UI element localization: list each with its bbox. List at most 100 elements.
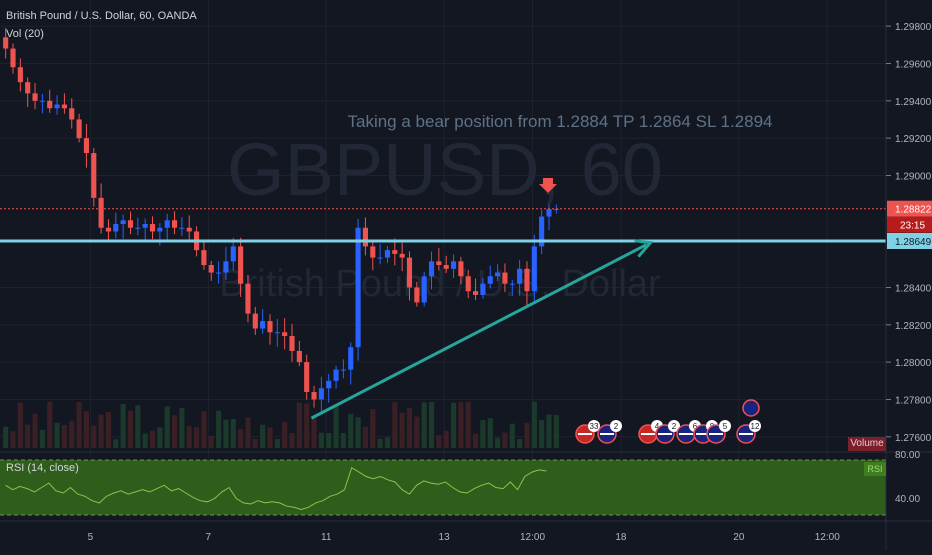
uk-flag-icon[interactable]: 12 [736, 420, 761, 444]
current-price-box [887, 200, 932, 217]
candle-body [230, 246, 236, 262]
volume-bar [201, 411, 207, 448]
candle-body [105, 227, 112, 232]
candle-body [304, 362, 310, 392]
candle-body [179, 227, 185, 229]
candle-body [39, 100, 45, 102]
candle-body [480, 283, 486, 295]
candle-body [414, 287, 420, 303]
candle-body [274, 332, 280, 334]
time-tick-label: 12:00 [520, 532, 545, 543]
volume-bar [517, 438, 523, 448]
candle-body [91, 153, 97, 198]
volume-bar [113, 439, 119, 448]
candle-body [450, 261, 457, 269]
candle-body [443, 265, 449, 269]
volume-bar [355, 417, 361, 448]
volume-bar [245, 417, 251, 448]
volume-bar [186, 426, 192, 448]
candle-body [524, 268, 530, 292]
volume-bar [76, 401, 82, 448]
volume-bar [216, 410, 222, 448]
event-count: 6 [693, 422, 698, 431]
volume-bar [436, 435, 442, 448]
candle-body [318, 388, 324, 400]
volume-bar [539, 420, 545, 448]
volume-bar [83, 411, 90, 448]
volume-bar [149, 430, 156, 448]
volume-bar [495, 437, 501, 448]
rsi-indicator-label: RSI (14, close) [6, 462, 79, 474]
candle-body [421, 276, 427, 303]
levels [0, 178, 886, 420]
price-tick-label: 1.29400 [895, 97, 932, 108]
countdown-label: 23:15 [900, 221, 925, 232]
price-tick-label: 1.28000 [895, 358, 932, 369]
volume-bar [406, 407, 413, 448]
candle-body [370, 246, 376, 258]
uk-flag-icon [742, 399, 760, 417]
volume-bar [399, 412, 405, 448]
candle-body [406, 257, 413, 288]
event-count: 33 [590, 422, 599, 431]
candle-body [311, 392, 317, 400]
candle-body [539, 216, 545, 247]
symbol-watermark: GBPUSD, 60 [227, 128, 663, 211]
rsi-band [0, 460, 886, 515]
volume-bar [69, 420, 75, 448]
volume-bar [54, 422, 60, 448]
candle-body [517, 268, 523, 284]
candle-body [149, 224, 156, 232]
uk-flag-icon[interactable]: 5 [706, 420, 731, 444]
volume-bar [223, 419, 229, 448]
candle-body [208, 265, 214, 273]
volume-indicator-label: Vol (20) [6, 28, 44, 40]
candle-body [399, 253, 405, 258]
time-tick-label: 13 [439, 532, 451, 543]
us-flag-icon[interactable]: 33 [575, 420, 600, 444]
volume-bar [10, 431, 16, 448]
candle-body [164, 220, 170, 228]
volume-bar [348, 413, 354, 448]
candle-body [355, 227, 361, 348]
price-tick-label: 1.27800 [895, 395, 932, 406]
volume-bar [458, 402, 464, 448]
candle-body [157, 227, 163, 232]
event-count-bubble [719, 420, 731, 432]
candle-body [472, 291, 479, 295]
candle-body [553, 209, 559, 211]
candle-body [98, 197, 104, 228]
economic-events[interactable]: 3324268512 [575, 399, 761, 444]
candle-body [113, 224, 119, 232]
price-axis[interactable]: 1.29800 1.29600 1.29400 1.29200 1.29000 1.284… [885, 0, 932, 550]
volume-bar [274, 439, 280, 448]
uk-flag-icon[interactable]: 2 [597, 420, 622, 444]
candle-body [25, 82, 31, 94]
volume-bar [267, 427, 273, 448]
volume-bar [326, 433, 332, 448]
volume-bar [509, 423, 515, 448]
candle-body [32, 93, 38, 101]
volume-bar [179, 407, 185, 448]
candle-body [377, 257, 383, 259]
event-flag [742, 399, 760, 417]
candle-body [17, 67, 23, 83]
uk-flag-icon[interactable]: 2 [655, 420, 680, 444]
price-tick-label: 1.29800 [895, 22, 932, 33]
time-axis[interactable]: 5 7 11 13 12:00 18 20 12:00 [0, 520, 932, 543]
volume-bars [3, 401, 559, 448]
event-count-bubble [749, 420, 761, 432]
candle-body [260, 321, 266, 329]
event-count: 4 [655, 422, 660, 431]
candle-body [340, 369, 346, 371]
current-price-label: 1.28822 [895, 205, 932, 216]
volume-bar [61, 424, 67, 448]
price-tick-label: 1.28200 [895, 321, 932, 332]
event-count: 2 [672, 422, 677, 431]
volume-bar [524, 422, 530, 448]
volume-bar [421, 402, 427, 448]
volume-bar [282, 421, 288, 448]
event-count-bubble [588, 420, 600, 432]
